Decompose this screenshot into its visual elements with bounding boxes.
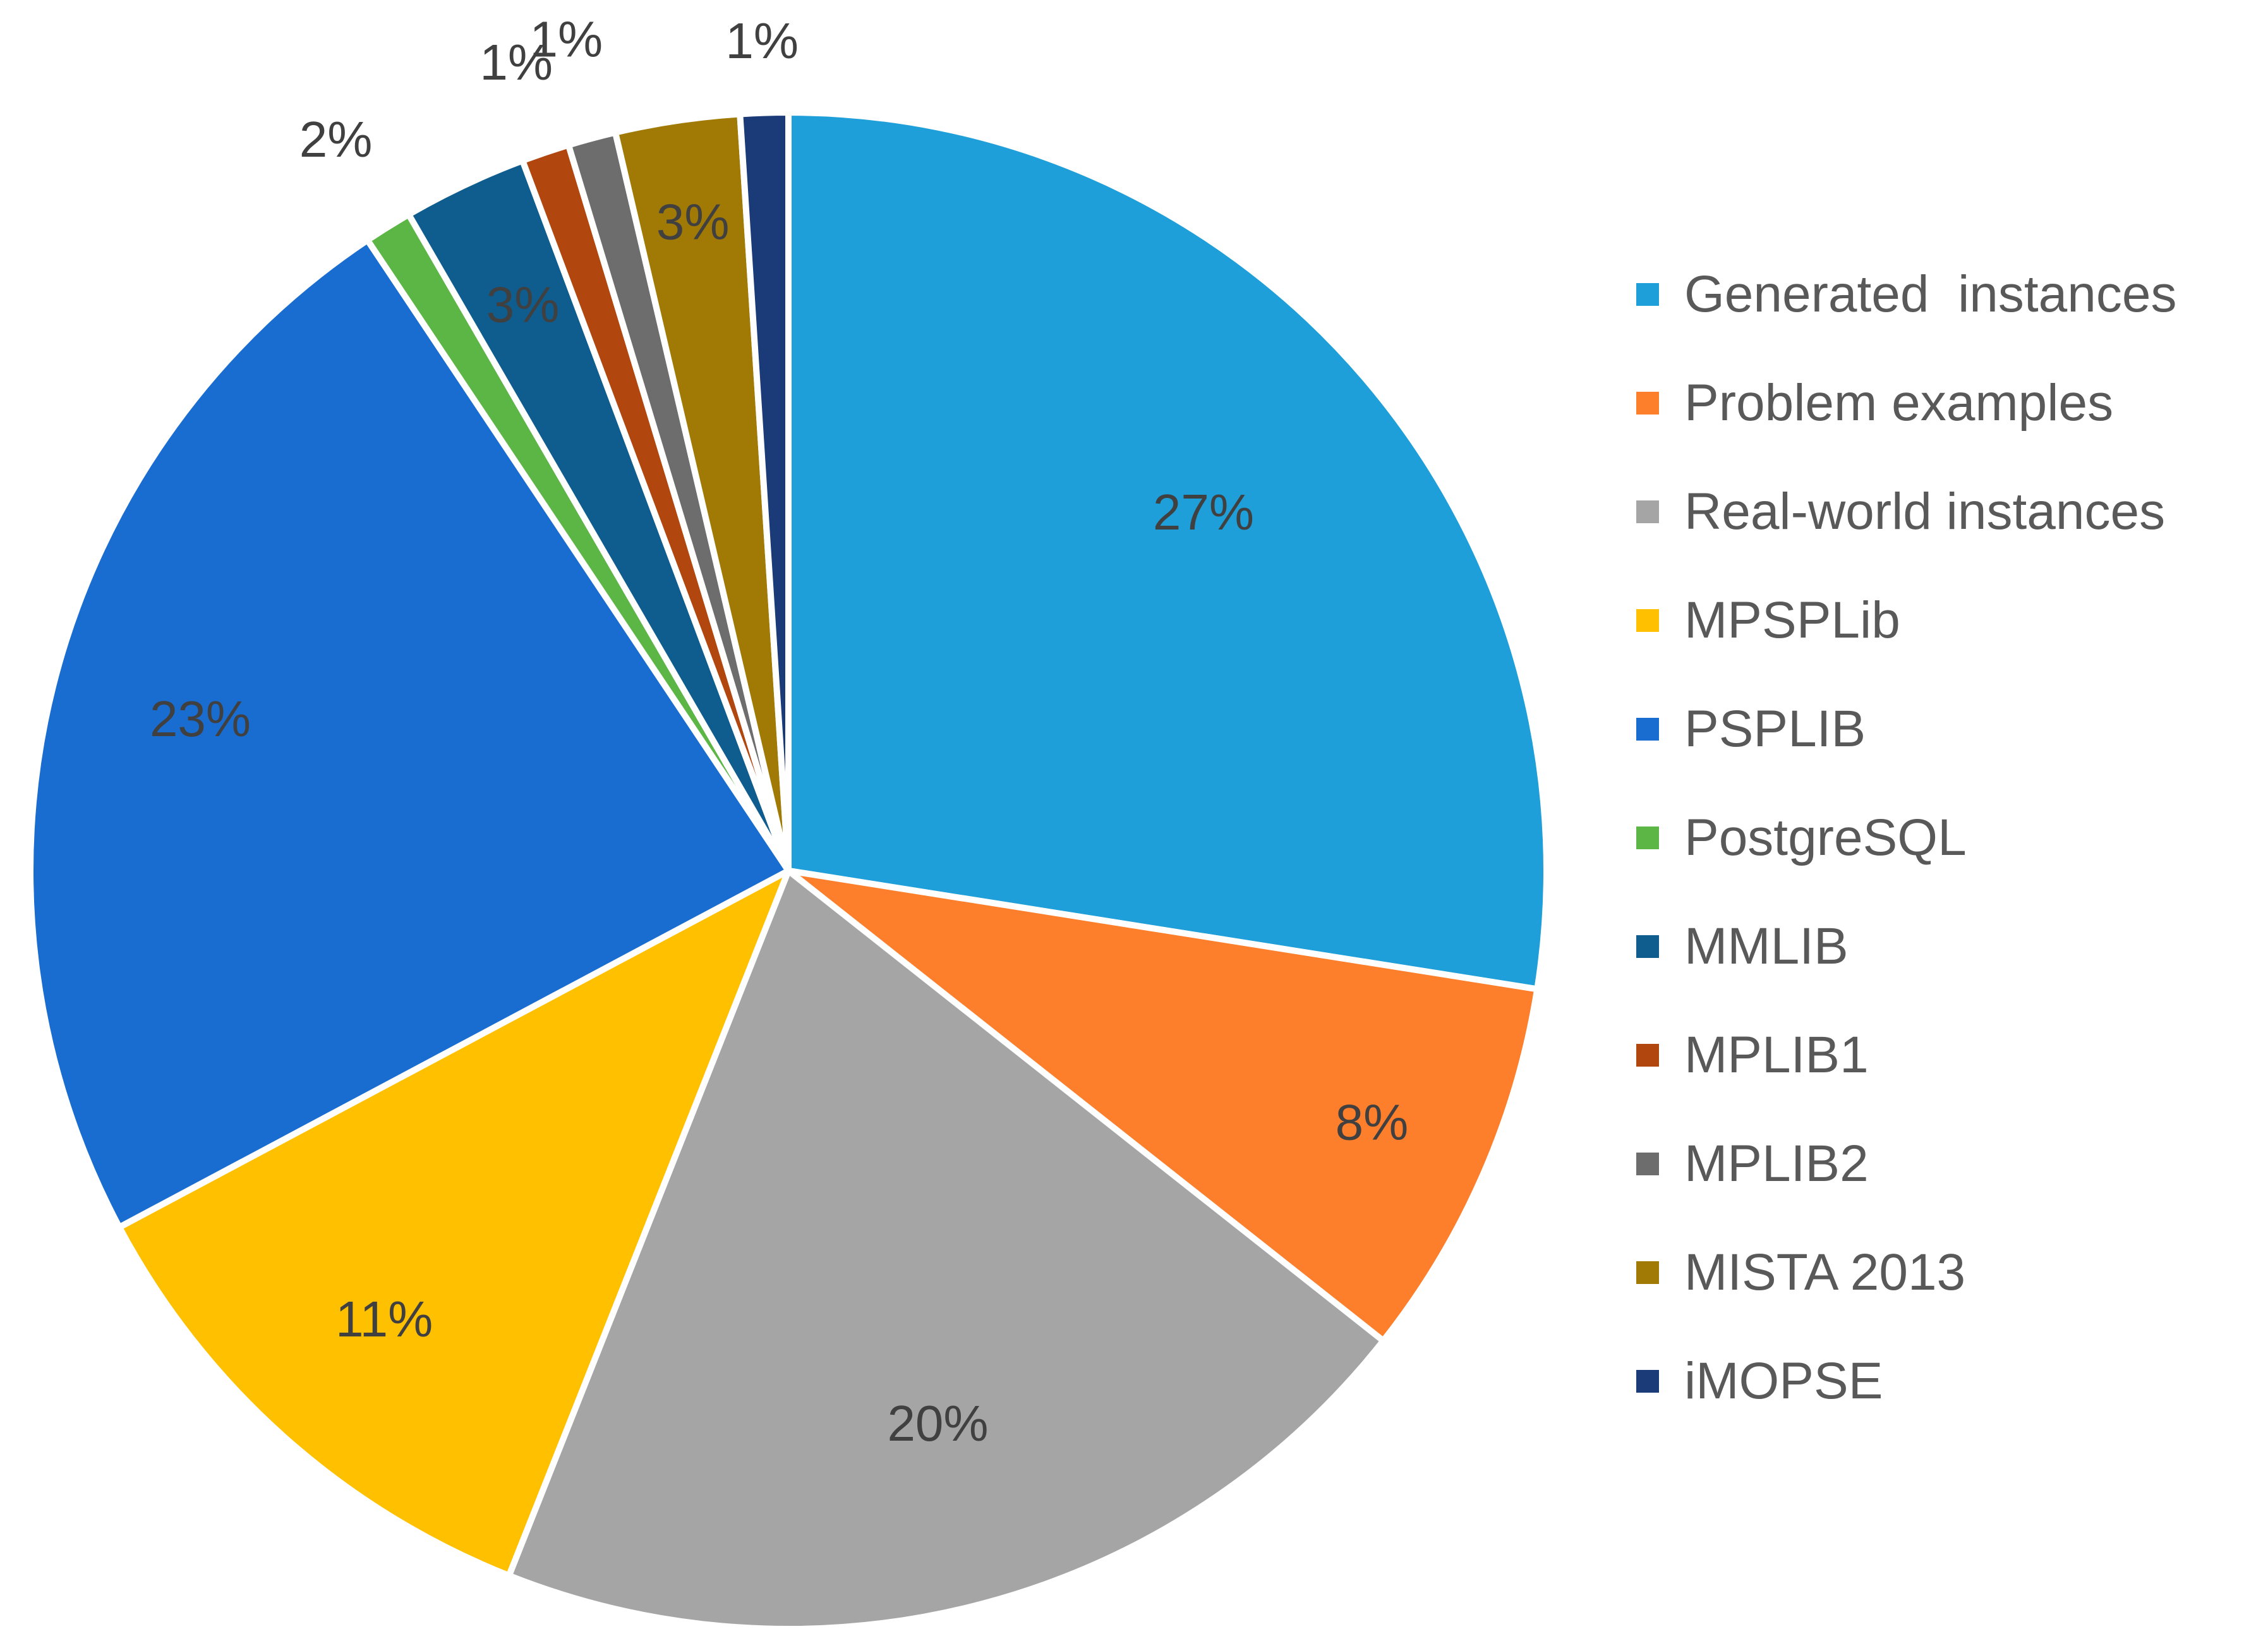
data-label-problem-examples: 8%: [1336, 1094, 1409, 1150]
pie-data-labels: 27%8%20%11%23%2%3%1%1%3%1%: [150, 11, 1408, 1451]
legend-item-mista-2013: MISTA 2013: [1636, 1218, 2255, 1327]
legend-item-mmlib: MMLIB: [1636, 892, 2255, 1001]
legend-item-mplib1: MPLIB1: [1636, 1001, 2255, 1110]
legend-swatch: [1636, 500, 1659, 523]
pie-slice-imopse: [737, 109, 792, 874]
data-label-generated-instances: 27%: [1153, 484, 1254, 540]
legend-swatch: [1636, 718, 1659, 741]
legend-label: MPLIB2: [1684, 1135, 1869, 1192]
legend-label: iMOPSE: [1684, 1352, 1883, 1410]
legend-swatch: [1636, 1261, 1659, 1284]
legend-label: MPLIB1: [1684, 1026, 1869, 1084]
legend-item-psplib: PSPLIB: [1636, 675, 2255, 784]
data-label-mista-2013: 3%: [656, 193, 730, 250]
legend-item-postgresql: PostgreSQL: [1636, 784, 2255, 892]
data-label-psplib: 23%: [150, 691, 251, 747]
data-label-real-world-instances: 20%: [887, 1395, 988, 1451]
legend-swatch: [1636, 1044, 1659, 1067]
data-label-mmlib: 3%: [486, 276, 560, 332]
legend-swatch: [1636, 827, 1659, 849]
data-label-imopse: 1%: [725, 13, 799, 69]
legend-label: PostgreSQL: [1684, 809, 1967, 866]
legend-swatch: [1636, 283, 1659, 306]
data-label-mpsplib: 11%: [335, 1291, 433, 1347]
legend-item-problem-examples: Problem examples: [1636, 349, 2255, 457]
pie-slice-problem-examples: [785, 868, 1541, 1344]
legend-swatch: [1636, 609, 1659, 632]
legend-label: PSPLIB: [1684, 700, 1866, 758]
legend-swatch: [1636, 1370, 1659, 1393]
data-label-postgresql: 2%: [299, 111, 373, 167]
legend-item-mplib2: MPLIB2: [1636, 1110, 2255, 1218]
pie-slice-generated-instances: [785, 109, 1550, 993]
legend-label: MMLIB: [1684, 917, 1849, 975]
legend-label: Real-world instances: [1684, 483, 2166, 540]
legend: Generated instances Problem examples Real-…: [1636, 240, 2255, 1436]
legend-item-mpsplib: MPSPLib: [1636, 566, 2255, 675]
pie-slice-psplib: [27, 236, 792, 1231]
legend-label: Problem examples: [1684, 374, 2114, 432]
legend-label: MISTA 2013: [1684, 1244, 1966, 1301]
data-label-mplib2: 1%: [529, 11, 603, 68]
legend-swatch: [1636, 935, 1659, 958]
pie-slices: [27, 109, 1550, 1633]
legend-swatch: [1636, 1153, 1659, 1175]
legend-label: Generated instances: [1684, 265, 2177, 323]
legend-swatch: [1636, 392, 1659, 415]
legend-item-real-world-instances: Real-world instances: [1636, 457, 2255, 566]
data-label-mplib1: 1%: [480, 34, 553, 90]
legend-item-generated-instances: Generated instances: [1636, 240, 2255, 349]
legend-item-imopse: iMOPSE: [1636, 1327, 2255, 1436]
legend-label: MPSPLib: [1684, 591, 1900, 649]
pie-slice-mpsplib: [116, 868, 792, 1579]
pie-slice-real-world-instances: [505, 868, 1387, 1633]
